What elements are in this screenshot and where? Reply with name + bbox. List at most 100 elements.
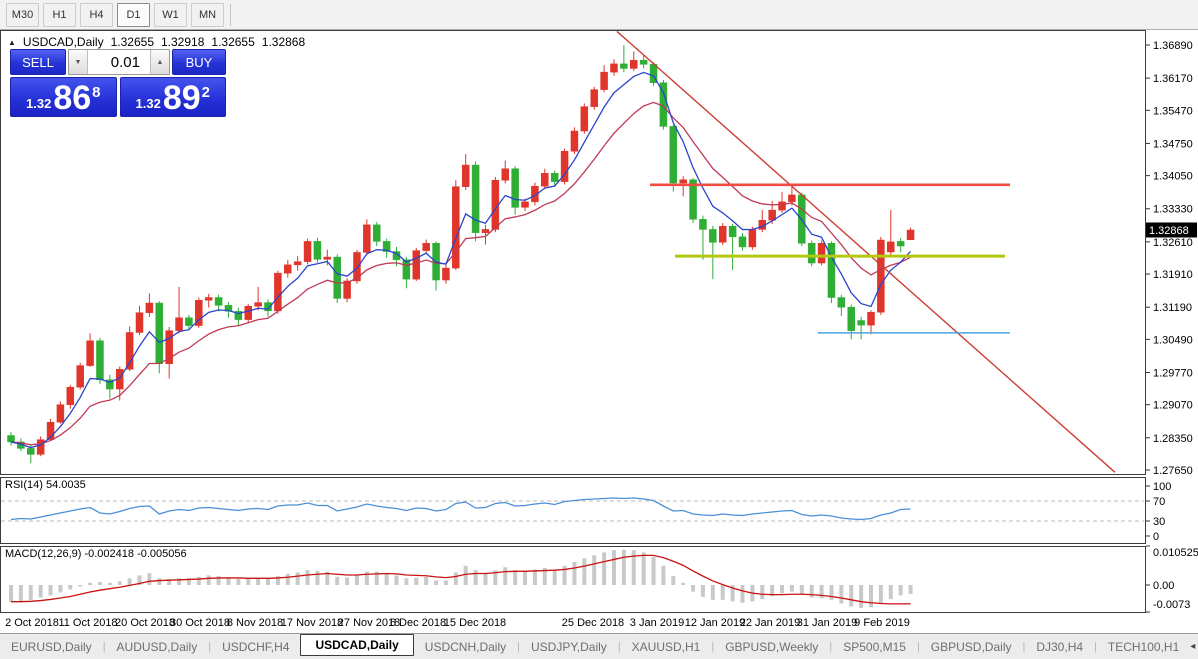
tab-audusd-daily[interactable]: AUDUSD,Daily bbox=[116, 639, 198, 654]
moving-averages bbox=[10, 71, 912, 449]
collapse-arrow-icon[interactable]: ▲ bbox=[8, 37, 16, 47]
chart-symbol-label: USDCAD,Daily bbox=[22, 35, 104, 49]
volume-stepper: ▼ 0.01 ▲ bbox=[68, 49, 170, 75]
ohlc-open: 1.32655 bbox=[110, 35, 154, 49]
svg-text:9 Feb 2019: 9 Feb 2019 bbox=[854, 617, 910, 629]
tab-usdjpy-daily[interactable]: USDJPY,Daily bbox=[531, 639, 607, 654]
buy-price-pip: 2 bbox=[201, 84, 210, 101]
svg-text:30: 30 bbox=[1153, 516, 1165, 528]
macd-panel: 0.010525 0.00 -0.0073 bbox=[9, 545, 1198, 613]
tab-scroll-arrows: ◂▸ bbox=[1190, 641, 1198, 652]
volume-input[interactable]: 0.01 bbox=[110, 53, 140, 71]
svg-text:1.33330: 1.33330 bbox=[1153, 204, 1193, 216]
svg-text:20 Oct 2018: 20 Oct 2018 bbox=[115, 617, 175, 629]
tab-tech100-h1[interactable]: TECH100,H1 bbox=[1107, 639, 1180, 654]
svg-text:1.35470: 1.35470 bbox=[1153, 105, 1193, 117]
tab-dj30-h4[interactable]: DJ30,H4 bbox=[1036, 639, 1084, 654]
trendline-descending[interactable] bbox=[616, 30, 1116, 473]
ohlc-high: 1.32918 bbox=[161, 35, 205, 49]
tab-separator: | bbox=[711, 640, 715, 653]
timeframe-button-m30[interactable]: M30 bbox=[6, 2, 39, 27]
rsi-panel: 100 70 30 0 bbox=[1, 481, 1171, 543]
tab-separator: | bbox=[1022, 640, 1026, 653]
timeframe-button-mn[interactable]: MN bbox=[191, 2, 224, 27]
svg-text:70: 70 bbox=[1153, 496, 1165, 508]
svg-text:8 Nov 2018: 8 Nov 2018 bbox=[227, 617, 283, 629]
svg-text:1.31190: 1.31190 bbox=[1153, 302, 1192, 314]
tab-separator: | bbox=[1094, 640, 1097, 653]
buy-price-big: 89 bbox=[162, 79, 201, 117]
chart-title: ▲ USDCAD,Daily 1.32655 1.32918 1.32655 1… bbox=[8, 35, 305, 49]
svg-text:1.36170: 1.36170 bbox=[1153, 73, 1193, 85]
sell-price-box[interactable]: 1.32 86 8 bbox=[10, 77, 117, 117]
svg-text:1.34750: 1.34750 bbox=[1153, 138, 1193, 150]
tab-usdcnh-daily[interactable]: USDCNH,Daily bbox=[424, 639, 507, 654]
svg-text:3 Jan 2019: 3 Jan 2019 bbox=[630, 617, 684, 629]
svg-text:0: 0 bbox=[1153, 531, 1159, 543]
ohlc-low: 1.32655 bbox=[211, 35, 255, 49]
svg-text:17 Nov 2018: 17 Nov 2018 bbox=[281, 617, 343, 629]
svg-text:15 Dec 2018: 15 Dec 2018 bbox=[444, 617, 506, 629]
sell-button[interactable]: SELL bbox=[10, 49, 66, 75]
svg-text:22 Jan 2019: 22 Jan 2019 bbox=[740, 617, 801, 629]
tab-separator: | bbox=[208, 640, 212, 653]
svg-text:2 Oct 2018: 2 Oct 2018 bbox=[5, 617, 59, 629]
toolbar-divider bbox=[230, 3, 231, 26]
buy-price-box[interactable]: 1.32 89 2 bbox=[119, 77, 226, 117]
tab-separator: | bbox=[102, 640, 106, 653]
tab-usdcad-daily[interactable]: USDCAD,Daily bbox=[300, 634, 414, 656]
timeframe-button-d1[interactable]: D1 bbox=[117, 2, 150, 27]
svg-text:0.010525: 0.010525 bbox=[1153, 547, 1198, 559]
tab-gbpusd-daily[interactable]: GBPUSD,Daily bbox=[930, 639, 1012, 654]
candlesticks bbox=[7, 45, 915, 464]
svg-text:100: 100 bbox=[1153, 481, 1171, 493]
svg-text:11 Oct 2018: 11 Oct 2018 bbox=[58, 617, 117, 629]
ohlc-close: 1.32868 bbox=[261, 35, 306, 49]
symbol-tab-bar: EURUSD,Daily | AUDUSD,Daily | USDCHF,H4 USDCA… bbox=[0, 633, 1198, 659]
buy-price-prefix: 1.32 bbox=[135, 96, 161, 111]
svg-text:27 Nov 2018: 27 Nov 2018 bbox=[338, 617, 400, 629]
timeframe-button-w1[interactable]: W1 bbox=[154, 2, 187, 27]
svg-text:0.00: 0.00 bbox=[1153, 580, 1174, 592]
svg-text:31 Jan 2019: 31 Jan 2019 bbox=[797, 617, 858, 629]
svg-text:6 Dec 2018: 6 Dec 2018 bbox=[390, 617, 446, 629]
sell-price-prefix: 1.32 bbox=[26, 96, 52, 111]
svg-text:1.34050: 1.34050 bbox=[1153, 171, 1193, 183]
svg-text:-0.0073: -0.0073 bbox=[1153, 599, 1190, 611]
tab-xauusd-h1[interactable]: XAUUSD,H1 bbox=[631, 639, 701, 654]
tab-usdchf-h4[interactable]: USDCHF,H4 bbox=[222, 639, 290, 654]
current-price-tag: 1.32868 bbox=[1146, 222, 1197, 238]
tab-separator: | bbox=[829, 640, 833, 653]
buy-button[interactable]: BUY bbox=[172, 49, 226, 75]
panel-frames bbox=[0, 30, 1146, 613]
price-axis[interactable]: 1.36890 1.36170 1.35470 1.34750 1.34050 1.333… bbox=[1146, 40, 1193, 477]
tab-scroll-left-icon[interactable]: ◂ bbox=[1190, 641, 1196, 652]
timeframe-button-h1[interactable]: H1 bbox=[43, 2, 76, 27]
sell-price-pip: 8 bbox=[92, 84, 101, 101]
svg-text:1.27650: 1.27650 bbox=[1153, 465, 1193, 477]
tab-separator: | bbox=[517, 640, 520, 653]
volume-increase-icon[interactable]: ▲ bbox=[150, 50, 169, 74]
tab-eurusd-daily[interactable]: EURUSD,Daily bbox=[11, 639, 92, 654]
svg-text:1.30490: 1.30490 bbox=[1153, 334, 1193, 346]
svg-text:12 Jan 2019: 12 Jan 2019 bbox=[685, 617, 746, 629]
timeframe-button-h4[interactable]: H4 bbox=[80, 2, 113, 27]
timeframe-toolbar: M30 H1 H4 D1 W1 MN bbox=[0, 0, 1198, 30]
volume-decrease-icon[interactable]: ▼ bbox=[69, 50, 88, 74]
svg-text:1.32868: 1.32868 bbox=[1149, 225, 1189, 237]
svg-text:30 Oct 2018: 30 Oct 2018 bbox=[170, 617, 230, 629]
svg-text:25 Dec 2018: 25 Dec 2018 bbox=[562, 617, 624, 629]
svg-text:1.32610: 1.32610 bbox=[1153, 237, 1193, 249]
svg-text:1.28350: 1.28350 bbox=[1153, 433, 1193, 445]
rsi-indicator-label: RSI(14) 54.0035 bbox=[5, 479, 86, 491]
sell-price-big: 86 bbox=[53, 79, 92, 117]
svg-text:1.31910: 1.31910 bbox=[1153, 269, 1193, 281]
tab-separator: | bbox=[916, 640, 920, 653]
tab-sp500-m15[interactable]: SP500,M15 bbox=[843, 639, 906, 654]
tab-gbpusd-weekly[interactable]: GBPUSD,Weekly bbox=[725, 639, 819, 654]
svg-text:1.29770: 1.29770 bbox=[1153, 367, 1193, 379]
macd-indicator-label: MACD(12,26,9) -0.002418 -0.005056 bbox=[5, 548, 187, 560]
